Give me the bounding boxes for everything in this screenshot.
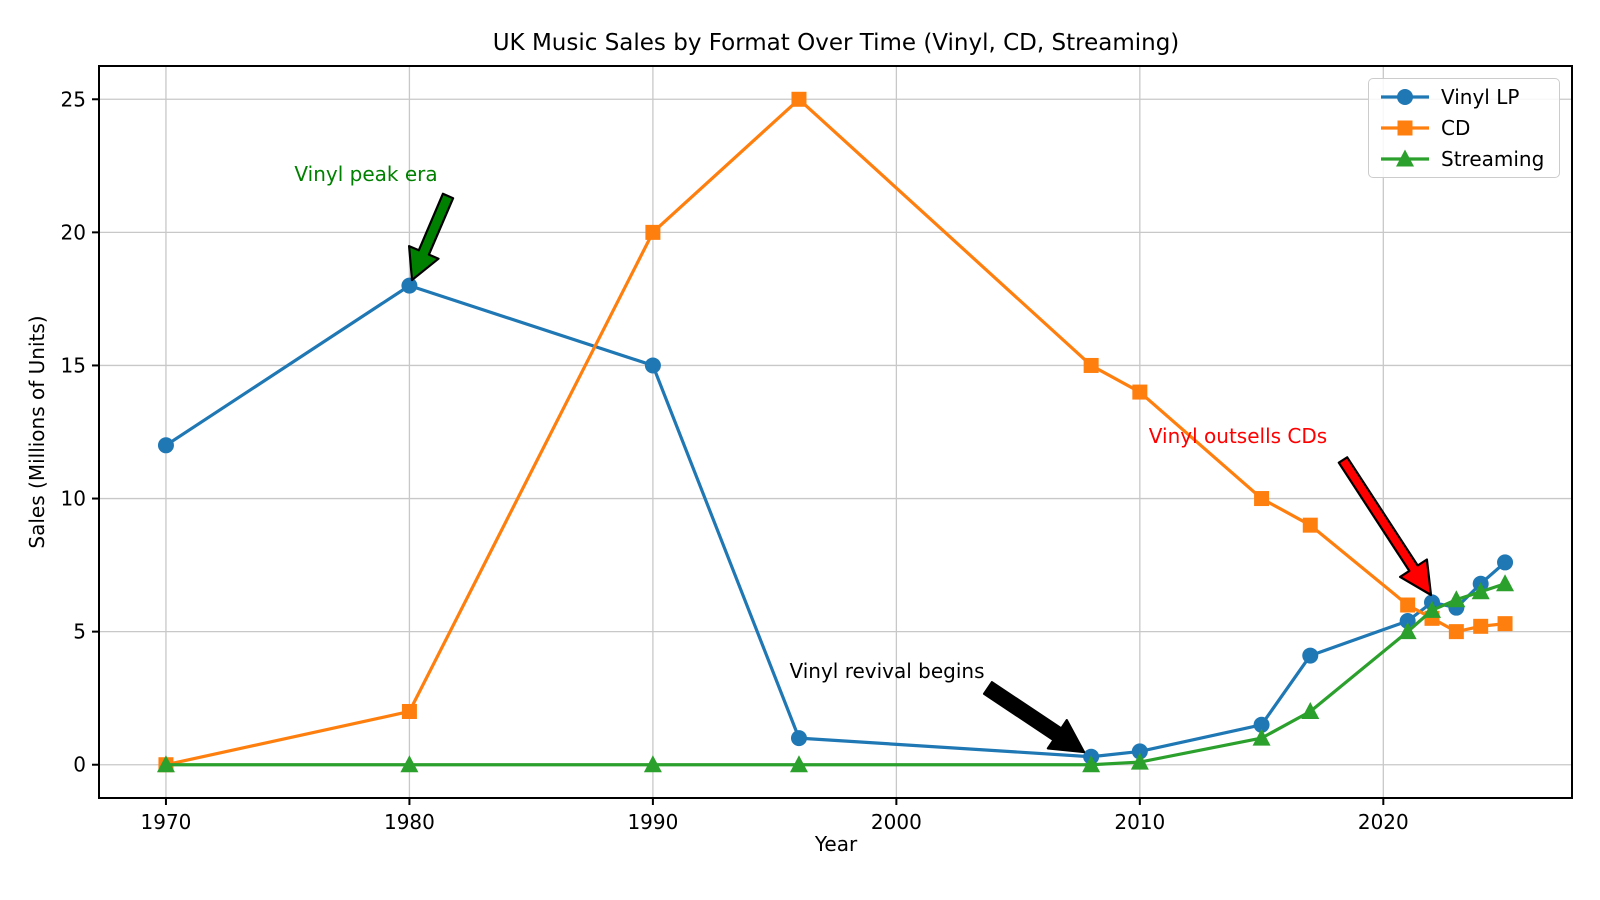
series-streaming bbox=[156, 574, 1515, 773]
y-axis-ticks: 0 5 10 15 20 25 bbox=[61, 87, 99, 777]
data-point-square bbox=[401, 703, 417, 719]
legend-label-vinyl-lp: Vinyl LP bbox=[1441, 85, 1520, 110]
plot-border bbox=[98, 65, 1573, 799]
x-axis-label: Year bbox=[814, 832, 858, 856]
data-point-square bbox=[1302, 517, 1318, 533]
x-tick-label: 2010 bbox=[1114, 810, 1165, 834]
series-vinyl-lp bbox=[157, 277, 1514, 765]
data-point-triangle bbox=[1398, 622, 1417, 640]
data-point-triangle bbox=[1301, 701, 1320, 719]
legend-sample-streaming bbox=[1381, 149, 1429, 167]
chart-title: UK Music Sales by Format Over Time (Viny… bbox=[492, 30, 1180, 56]
legend-label-streaming: Streaming bbox=[1441, 146, 1545, 171]
x-tick-label: 2020 bbox=[1358, 810, 1409, 834]
data-point-square bbox=[1473, 618, 1489, 634]
data-point-square bbox=[1132, 384, 1148, 400]
x-tick-label: 2000 bbox=[871, 810, 922, 834]
data-point-square bbox=[1497, 616, 1513, 632]
data-point-square bbox=[1400, 597, 1416, 613]
data-point-triangle bbox=[1471, 582, 1490, 600]
data-point-triangle bbox=[789, 755, 808, 773]
data-point-square bbox=[1254, 491, 1270, 507]
legend-marker-square bbox=[1397, 120, 1413, 136]
y-tick-label: 5 bbox=[73, 620, 86, 644]
data-point-triangle bbox=[643, 755, 662, 773]
data-point-square bbox=[791, 91, 807, 107]
annotation-arrow-vinyl-revival bbox=[982, 681, 1086, 754]
data-point-circle bbox=[1399, 612, 1416, 629]
x-tick-label: 1980 bbox=[384, 810, 435, 834]
data-point-circle bbox=[1302, 647, 1319, 664]
legend-marker-circle bbox=[1397, 89, 1413, 106]
series-cd bbox=[158, 91, 1513, 773]
legend-item-vinyl-lp: Vinyl LP bbox=[1379, 82, 1551, 113]
y-axis-label: Sales (Millions of Units) bbox=[25, 315, 49, 549]
x-tick-label: 1990 bbox=[627, 810, 678, 834]
data-point-triangle bbox=[156, 755, 175, 773]
legend-marker-triangle bbox=[1396, 149, 1414, 167]
y-tick-label: 20 bbox=[61, 220, 86, 244]
legend-sample-vinyl-lp bbox=[1381, 89, 1429, 106]
y-tick-label: 10 bbox=[61, 487, 86, 511]
legend-label-cd: CD bbox=[1441, 116, 1471, 140]
data-point-triangle bbox=[1496, 574, 1515, 592]
data-point-triangle bbox=[1423, 600, 1442, 618]
legend: Vinyl LP CD Streaming bbox=[1368, 78, 1560, 178]
data-point-circle bbox=[644, 357, 661, 374]
x-tick-label: 1970 bbox=[141, 810, 192, 834]
annotation-vinyl-revival: Vinyl revival begins bbox=[789, 659, 985, 683]
data-point-circle bbox=[790, 730, 807, 747]
annotation-vinyl-outsells: Vinyl outsells CDs bbox=[1148, 424, 1328, 448]
annotation-arrow-vinyl-outsells bbox=[1337, 456, 1433, 597]
data-point-triangle bbox=[1130, 752, 1149, 770]
annotation-arrow-vinyl-peak bbox=[408, 192, 455, 282]
legend-item-cd: CD bbox=[1379, 113, 1551, 144]
data-point-circle bbox=[1253, 716, 1270, 733]
data-point-circle bbox=[401, 277, 418, 294]
data-point-square bbox=[645, 224, 661, 240]
data-point-circle bbox=[1131, 743, 1148, 760]
data-point-circle bbox=[1497, 554, 1514, 571]
data-point-triangle bbox=[1082, 755, 1101, 773]
data-point-square bbox=[1448, 624, 1464, 640]
x-axis-ticks: 1970 1980 1990 2000 2010 2020 bbox=[141, 798, 1409, 834]
y-tick-label: 25 bbox=[61, 87, 86, 111]
y-tick-label: 15 bbox=[61, 353, 86, 377]
data-point-triangle bbox=[1447, 590, 1466, 608]
annotation-vinyl-peak: Vinyl peak era bbox=[294, 162, 438, 186]
data-point-square bbox=[1083, 357, 1099, 373]
legend-sample-cd bbox=[1381, 120, 1429, 136]
y-tick-label: 0 bbox=[73, 753, 86, 777]
data-point-triangle bbox=[1252, 728, 1271, 746]
data-point-circle bbox=[157, 437, 174, 454]
data-point-triangle bbox=[400, 755, 419, 773]
legend-item-streaming: Streaming bbox=[1379, 143, 1551, 174]
